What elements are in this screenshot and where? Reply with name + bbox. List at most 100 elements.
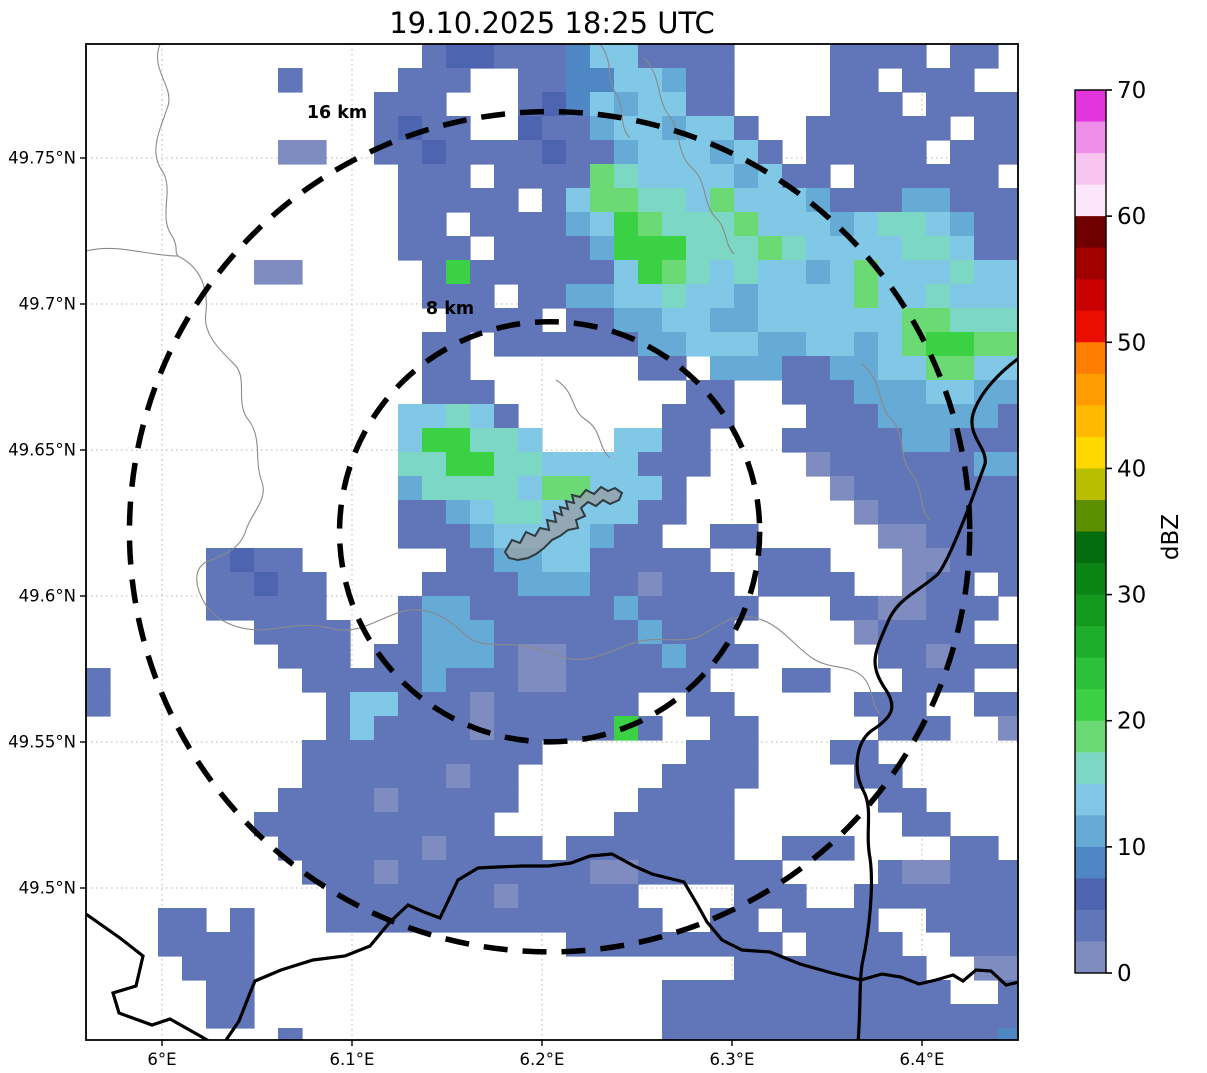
radar-cell: [710, 812, 735, 837]
radar-cell: [302, 572, 327, 597]
colorbar-band: [1075, 689, 1106, 722]
radar-cell: [542, 212, 567, 237]
radar-cell: [494, 476, 519, 501]
radar-cell: [950, 188, 975, 213]
radar-cell: [446, 236, 471, 261]
radar-cell: [614, 68, 639, 93]
radar-cell: [830, 188, 855, 213]
radar-cell: [302, 812, 327, 837]
radar-cell: [950, 284, 975, 309]
radar-cell: [614, 860, 639, 885]
radar-cell: [494, 140, 519, 165]
radar-cell: [806, 1028, 831, 1040]
radar-cell: [998, 572, 1018, 597]
radar-cell: [638, 140, 663, 165]
radar-cell: [254, 260, 279, 285]
radar-cell: [830, 260, 855, 285]
radar-cell: [806, 428, 831, 453]
radar-cell: [734, 860, 759, 885]
radar-cell: [974, 284, 999, 309]
radar-cell: [758, 212, 783, 237]
radar-cell: [446, 788, 471, 813]
radar-cell: [830, 932, 855, 957]
radar-cell: [422, 812, 447, 837]
radar-cell: [614, 164, 639, 189]
y-tick-label: 49.5°N: [19, 879, 76, 898]
radar-cell: [470, 884, 495, 909]
radar-cell: [302, 836, 327, 861]
radar-cell: [974, 932, 999, 957]
radar-cell: [950, 332, 975, 357]
radar-cell: [518, 908, 543, 933]
radar-cell: [854, 500, 879, 525]
admin-border-line: [86, 247, 179, 257]
radar-cell: [590, 236, 615, 261]
radar-cell: [902, 44, 927, 69]
radar-cell: [974, 332, 999, 357]
radar-cell: [350, 788, 375, 813]
radar-cell: [998, 644, 1018, 669]
radar-cell: [422, 284, 447, 309]
colorbar-band: [1075, 594, 1106, 627]
radar-cell: [998, 716, 1018, 741]
radar-cell: [734, 284, 759, 309]
radar-cell: [902, 1028, 927, 1040]
x-tick-label: 6.2°E: [520, 1050, 565, 1069]
radar-cell: [830, 92, 855, 117]
radar-cell: [902, 116, 927, 141]
radar-cell: [470, 500, 495, 525]
radar-cell: [422, 668, 447, 693]
radar-cell: [638, 716, 663, 741]
radar-cell: [422, 524, 447, 549]
radar-cell: [782, 908, 807, 933]
radar-cell: [566, 260, 591, 285]
radar-cell: [950, 1028, 975, 1040]
radar-cell: [446, 740, 471, 765]
radar-cell: [854, 596, 879, 621]
radar-cell: [710, 284, 735, 309]
radar-cell: [806, 668, 831, 693]
radar-cell: [734, 116, 759, 141]
radar-cell: [710, 764, 735, 789]
radar-cell: [614, 524, 639, 549]
radar-cell: [902, 884, 927, 909]
radar-cell: [302, 620, 327, 645]
radar-cell: [734, 1028, 759, 1040]
radar-cell: [902, 956, 927, 981]
colorbar-band: [1075, 468, 1106, 501]
radar-cell: [974, 908, 999, 933]
radar-cell: [662, 836, 687, 861]
radar-cell: [470, 812, 495, 837]
radar-cell: [350, 692, 375, 717]
radar-cell: [374, 116, 399, 141]
range-ring-labels: 16 km 8 km: [307, 103, 474, 319]
radar-cell: [782, 980, 807, 1005]
radar-cell: [494, 644, 519, 669]
radar-cell: [494, 692, 519, 717]
radar-cell: [470, 644, 495, 669]
radar-cell: [542, 668, 567, 693]
radar-cell: [470, 764, 495, 789]
radar-cell: [398, 92, 423, 117]
radar-cell: [494, 500, 519, 525]
radar-cell: [686, 332, 711, 357]
radar-cell: [182, 932, 207, 957]
radar-cell: [638, 452, 663, 477]
radar-cell: [758, 188, 783, 213]
radar-cell: [446, 308, 471, 333]
figure-title: 19.10.2025 18:25 UTC: [389, 6, 715, 40]
radar-cell: [494, 788, 519, 813]
radar-cell: [542, 692, 567, 717]
colorbar-band: [1075, 405, 1106, 438]
radar-cell: [758, 1004, 783, 1029]
radar-cell: [902, 692, 927, 717]
radar-cell: [710, 92, 735, 117]
radar-cell: [926, 284, 951, 309]
radar-cell: [302, 596, 327, 621]
radar-cell: [278, 140, 303, 165]
radar-cell: [350, 764, 375, 789]
radar-cell: [902, 548, 927, 573]
radar-cell: [566, 884, 591, 909]
